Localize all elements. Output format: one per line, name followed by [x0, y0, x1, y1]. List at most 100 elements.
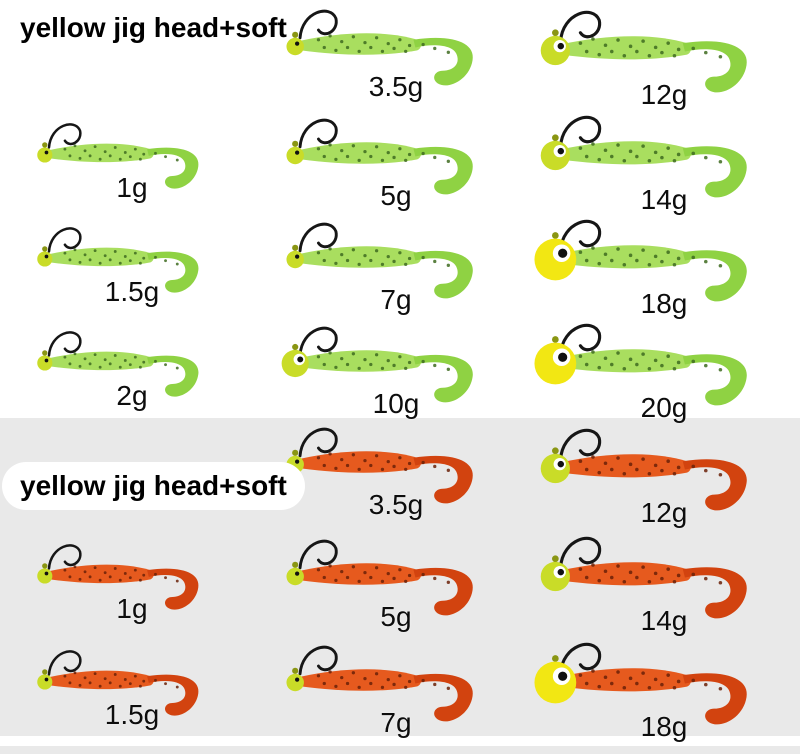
weight-label: 12g: [640, 79, 688, 110]
lure-speckles: [316, 142, 450, 163]
lure-body: [561, 667, 691, 691]
lure-body: [561, 454, 691, 478]
jig-head-tie: [292, 244, 299, 251]
lure-body: [301, 451, 421, 473]
jig-head-tie: [42, 246, 48, 252]
grid-cell: 12g: [528, 410, 800, 528]
jig-head: [540, 453, 570, 484]
lure-item: 7g: [270, 628, 522, 739]
fishing-lure-graphic: [37, 650, 199, 716]
lure-item: 18g: [528, 201, 800, 320]
weight-label: 3.5g: [368, 489, 424, 520]
lure-speckles: [578, 668, 723, 691]
lure-eye-pupil: [557, 568, 565, 575]
jig-head: [37, 674, 53, 690]
lure-speckles: [316, 452, 450, 472]
weight-label: 5g: [380, 600, 412, 632]
lure-item: 7g: [270, 205, 522, 316]
grid-cell: 1.5g: [0, 630, 264, 736]
jig-head-tie: [552, 335, 559, 343]
fishing-hook-icon: [298, 645, 338, 675]
lure-body: [49, 351, 154, 371]
weight-label: 7g: [380, 706, 412, 738]
weight-label: 18g: [640, 710, 688, 742]
jig-head: [286, 673, 304, 691]
fishing-hook-icon: [298, 222, 338, 252]
grid-cell: 1.5g: [0, 208, 264, 312]
lure-speckles: [316, 246, 450, 267]
lure-eye-pupil: [295, 149, 300, 155]
lure-speckles: [578, 562, 723, 585]
lure-eye-pupil: [44, 358, 49, 363]
lure-body: [561, 244, 691, 268]
lure-item: 1.5g: [23, 635, 241, 731]
jig-head: [37, 568, 53, 584]
jig-head-tie: [292, 667, 299, 674]
fishing-lure-graphic: [286, 118, 473, 194]
fishing-hook-icon: [298, 9, 338, 40]
lure-body: [301, 33, 421, 55]
jig-head: [534, 238, 577, 280]
section-gap: [0, 736, 800, 746]
jig-head: [286, 37, 304, 56]
weight-label: 18g: [640, 287, 688, 319]
lure-item: 2g: [23, 316, 241, 412]
lure-eye-pupil: [558, 671, 568, 681]
lure-speckles: [578, 37, 723, 59]
lure-speckles: [578, 349, 723, 372]
lure-speckles: [578, 245, 723, 268]
jig-head: [540, 35, 570, 66]
weight-label: 14g: [640, 604, 688, 636]
lure-speckles: [316, 350, 450, 371]
fishing-hook-icon: [47, 650, 82, 676]
lure-curl-tail: [413, 455, 473, 504]
grid-cell: 12g: [528, 0, 800, 110]
lure-eye-pupil: [297, 355, 304, 362]
lure-eye-pupil: [295, 253, 300, 259]
jig-head-tie: [552, 231, 559, 239]
weight-label: 1g: [116, 593, 148, 624]
lure-eye-pupil: [295, 570, 300, 576]
fishing-lure-graphic: [534, 219, 747, 301]
jig-head-tie: [292, 343, 299, 350]
lure-curl-tail: [413, 567, 473, 615]
grid-cell: 14g: [528, 104, 800, 215]
lure-curl-tail: [147, 568, 199, 610]
fishing-lure-graphic: [540, 428, 747, 511]
lure-item: 20g: [528, 305, 800, 424]
fishing-hook-icon: [298, 427, 338, 458]
fishing-lure-graphic: [286, 222, 473, 298]
weight-label: 1.5g: [104, 699, 160, 730]
lure-speckles: [63, 248, 179, 266]
lure-eye-pupil: [44, 254, 49, 259]
fishing-lure-graphic: [286, 539, 473, 615]
weight-label: 1g: [116, 172, 148, 203]
lure-grid-green: 3.5g 12g: [0, 0, 800, 423]
jig-head-tie: [42, 142, 48, 148]
lure-grid-orange: 3.5g 12g: [0, 418, 800, 742]
jig-head: [37, 251, 53, 267]
lure-speckles: [316, 34, 450, 54]
lure-curl-tail: [147, 674, 199, 716]
fishing-hook-icon: [47, 331, 82, 357]
jig-head: [534, 661, 577, 703]
lure-curl-tail: [147, 355, 199, 397]
lure-curl-tail: [413, 37, 473, 86]
fishing-hook-icon: [559, 115, 602, 148]
jig-head-tie: [552, 554, 559, 562]
fishing-hook-icon: [559, 323, 602, 356]
fishing-lure-graphic: [540, 536, 747, 618]
lure-eye-pupil: [44, 150, 49, 155]
grid-cell: 10g: [264, 312, 528, 419]
lure-eye-pupil: [295, 41, 300, 46]
grid-cell: 5g: [264, 524, 528, 632]
fishing-hook-icon: [298, 118, 338, 148]
lure-curl-tail: [682, 145, 747, 197]
grid-cell: 18g: [528, 630, 800, 742]
product-section-green: yellow jig head+soft 3.5g: [0, 0, 800, 423]
lure-item: 12g: [528, 0, 800, 111]
fishing-lure-graphic: [37, 227, 199, 293]
jig-head-tie: [292, 449, 299, 456]
lure-speckles: [63, 565, 179, 583]
jig-head: [37, 355, 53, 371]
